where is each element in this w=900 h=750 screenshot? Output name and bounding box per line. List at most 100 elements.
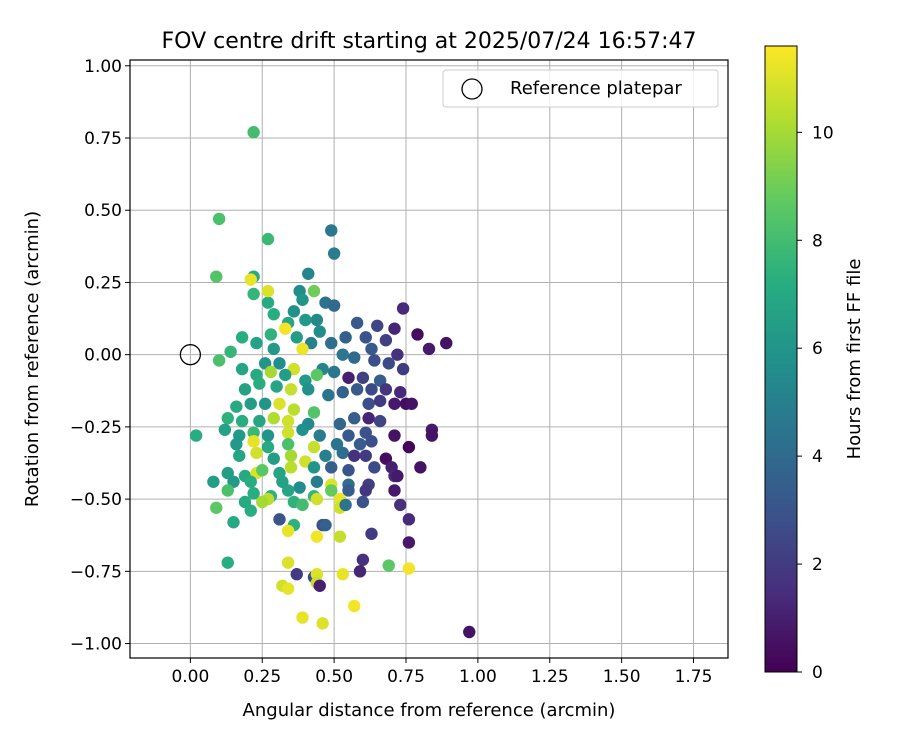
data-point <box>373 414 387 428</box>
y-tick-label: 1.00 <box>84 57 122 77</box>
data-point <box>247 487 260 500</box>
data-point <box>388 322 401 335</box>
data-point <box>342 484 355 497</box>
data-point <box>336 568 349 581</box>
data-point <box>327 299 341 312</box>
data-point <box>356 553 370 566</box>
colorbar-tick-label: 2 <box>812 555 823 575</box>
data-point <box>440 336 453 350</box>
data-point <box>348 351 361 364</box>
y-tick-label: 0.00 <box>84 346 122 366</box>
data-point <box>247 435 260 448</box>
data-point <box>235 414 249 428</box>
data-point <box>402 513 416 526</box>
data-point <box>261 440 275 454</box>
colorbar-tick-label: 8 <box>812 231 823 251</box>
data-point <box>296 293 309 306</box>
data-point <box>261 232 275 246</box>
data-point <box>310 530 324 543</box>
data-point <box>368 461 381 474</box>
colorbar-tick-label: 4 <box>812 447 823 467</box>
legend-marker <box>461 78 483 100</box>
data-point <box>325 461 338 474</box>
data-point <box>310 492 324 506</box>
data-point <box>267 452 280 465</box>
data-point <box>356 371 370 384</box>
data-point <box>287 305 301 318</box>
data-point <box>221 412 234 425</box>
data-point <box>238 383 252 396</box>
x-axis-ticks: 0.00 0.25 0.50 0.75 1.00 1.25 1.50 1.75 <box>171 658 712 687</box>
data-point <box>348 412 361 425</box>
data-point <box>319 449 332 462</box>
y-tick-label: −1.00 <box>70 635 122 655</box>
data-point <box>261 429 275 442</box>
data-point <box>281 414 295 428</box>
data-point <box>281 438 295 451</box>
data-point <box>379 383 393 396</box>
colorbar-label: Hours from first FF file <box>844 259 865 460</box>
data-point <box>244 273 257 286</box>
y-tick-label: −0.50 <box>70 490 122 510</box>
data-point <box>402 562 416 575</box>
data-point <box>299 313 312 327</box>
data-point <box>362 412 375 425</box>
data-point <box>307 284 321 298</box>
data-point <box>307 461 321 474</box>
data-point <box>296 423 309 436</box>
data-point <box>307 440 321 454</box>
data-point <box>365 435 378 448</box>
data-point <box>261 284 275 298</box>
data-point <box>339 498 352 512</box>
data-point <box>319 518 332 532</box>
data-point <box>290 568 303 581</box>
data-point <box>342 429 355 442</box>
data-point <box>379 334 393 347</box>
colorbar: 0 2 4 6 8 10 Hours from first FF file <box>764 45 865 683</box>
data-point <box>342 371 355 384</box>
plot-frame <box>129 59 729 659</box>
data-point <box>350 383 364 396</box>
data-point <box>210 501 223 514</box>
data-point <box>310 568 324 581</box>
data-point <box>230 400 243 413</box>
data-point <box>371 319 384 332</box>
data-point <box>284 383 298 396</box>
data-point <box>212 354 226 367</box>
x-tick-label: 1.50 <box>603 667 641 687</box>
data-point <box>362 397 375 410</box>
data-point <box>284 449 298 462</box>
data-point <box>336 386 349 399</box>
y-tick-label: −0.75 <box>70 562 122 582</box>
legend-entry-reference-platepar: Reference platepar <box>510 78 682 99</box>
data-point <box>212 212 226 226</box>
data-point <box>391 469 404 483</box>
data-point <box>353 565 367 578</box>
data-point <box>307 406 321 419</box>
x-tick-label: 0.25 <box>243 667 281 687</box>
data-point <box>250 446 263 460</box>
data-point <box>302 267 315 280</box>
data-point <box>227 516 240 529</box>
data-point <box>365 383 378 396</box>
x-tick-label: 1.75 <box>675 667 713 687</box>
data-point <box>218 423 232 436</box>
data-point <box>261 296 275 309</box>
y-axis-label: Rotation from reference (arcmin) <box>22 211 43 507</box>
data-point <box>279 322 292 335</box>
data-point <box>396 302 410 315</box>
data-point <box>247 126 260 139</box>
data-point <box>348 449 361 462</box>
data-point <box>333 417 347 431</box>
colorbar-tick-label: 6 <box>812 339 823 359</box>
chart-title: FOV centre drift starting at 2025/07/24 … <box>162 29 697 54</box>
data-point <box>296 342 309 356</box>
data-point <box>336 446 349 460</box>
data-point <box>394 386 407 399</box>
data-point <box>394 498 407 512</box>
data-point <box>402 536 416 549</box>
data-point <box>221 484 234 497</box>
data-point <box>273 357 286 370</box>
y-axis-ticks: −1.00 −0.75 −0.50 −0.25 0.00 0.25 0.50 0.75 1.00 <box>70 57 130 655</box>
data-point <box>264 328 278 341</box>
